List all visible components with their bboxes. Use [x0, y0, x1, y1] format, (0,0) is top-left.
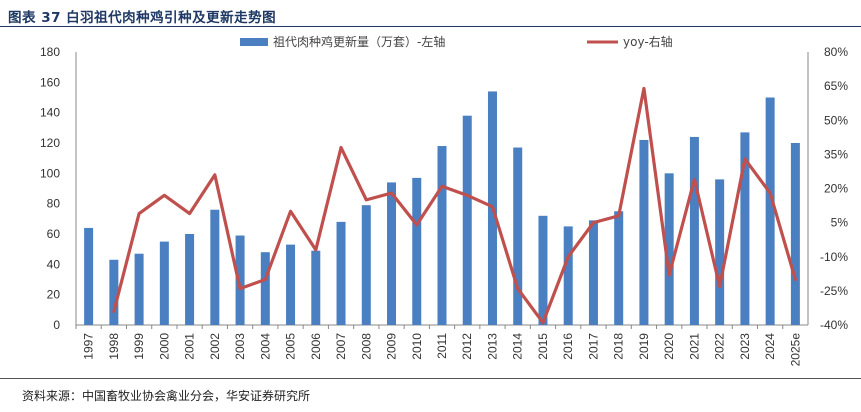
x-axis-tick-label: 2010: [410, 333, 424, 360]
bar-2008: [361, 205, 371, 325]
left-axis-tick-label: 80: [47, 197, 61, 211]
right-axis-tick-label: 5%: [831, 216, 849, 230]
right-axis-tick-label: -10%: [820, 250, 848, 264]
x-axis-tick-label: 2003: [233, 333, 247, 360]
right-axis-tick-label: -25%: [820, 284, 848, 298]
x-axis-tick-label: 2019: [637, 333, 651, 360]
bar-2025e: [790, 143, 800, 325]
bar-2007: [336, 221, 346, 325]
x-axis-tick-label: 2016: [561, 333, 575, 360]
right-axis-tick-label: 80%: [824, 45, 848, 59]
tick-labels: 0 20 40 60 80 100 120 140 160 180 -40% -25% -10% 5% 20…: [40, 45, 848, 366]
bar-2004: [260, 252, 270, 325]
x-axis-tick-label: 2013: [485, 333, 499, 360]
x-axis-tick-label: 1998: [107, 333, 121, 360]
x-axis-tick-label: 2001: [183, 333, 197, 360]
left-axis-tick-label: 40: [47, 257, 61, 271]
x-axis-tick-label: 2002: [208, 333, 222, 360]
legend-bar-swatch: [240, 38, 268, 46]
bar-2012: [462, 115, 472, 325]
x-axis-tick-label: 2007: [334, 333, 348, 360]
x-axis-tick-label: 2004: [258, 333, 272, 360]
legend-line-label: yoy-右轴: [623, 34, 673, 49]
left-axis-tick-label: 160: [40, 75, 60, 89]
x-axis-tick-label: 2021: [687, 333, 701, 360]
left-axis-tick-label: 120: [40, 136, 60, 150]
x-axis-tick-label: 1999: [132, 333, 146, 360]
bar-2002: [210, 209, 220, 325]
bar-2009: [387, 182, 397, 325]
x-axis-tick-label: 2015: [536, 333, 550, 360]
x-axis-tick-label: 2024: [763, 333, 777, 360]
x-axis-tick-label: 2005: [284, 333, 298, 360]
bar-1998: [109, 259, 119, 325]
bar-2011: [437, 146, 447, 325]
left-axis-tick-label: 20: [47, 288, 61, 302]
legend: 祖代肉种鸡更新量（万套）-左轴 yoy-右轴: [240, 34, 673, 49]
bar-2010: [412, 177, 422, 325]
bar-2015: [538, 215, 548, 325]
left-axis-tick-label: 180: [40, 45, 60, 59]
bar-2001: [185, 234, 195, 325]
x-axis-tick-label: 2000: [157, 333, 171, 360]
right-axis-tick-label: 35%: [824, 147, 848, 161]
line-series: [112, 86, 797, 325]
bar-2014: [513, 147, 523, 325]
bar-2006: [311, 250, 321, 325]
right-axis-tick-label: -40%: [820, 318, 848, 332]
bar-2016: [563, 226, 573, 325]
bar-2003: [235, 235, 245, 325]
x-axis-tick-label: 2023: [738, 333, 752, 360]
bar-2018: [614, 211, 624, 325]
bar-2017: [588, 220, 598, 325]
x-axis-tick-label: 2025e: [788, 333, 802, 367]
x-axis-tick-label: 2012: [460, 333, 474, 360]
x-axis-tick-label: 2011: [435, 333, 449, 359]
x-axis-tick-label: 2006: [309, 333, 323, 360]
right-axis-tick-label: 20%: [824, 182, 848, 196]
footer-divider: [0, 378, 861, 379]
source-note: 资料来源：中国畜牧业协会禽业分会，华安证券研究所: [22, 389, 311, 403]
bar-2021: [689, 136, 699, 325]
left-axis-tick-label: 140: [40, 106, 60, 120]
left-axis-tick-label: 0: [53, 318, 60, 332]
left-axis-tick-label: 60: [47, 227, 61, 241]
chart-title: 图表 37 白羽祖代肉种鸡引种及更新走势图: [8, 10, 277, 26]
x-axis-tick-label: 2018: [612, 333, 626, 360]
x-axis-tick-label: 1997: [82, 333, 96, 360]
x-axis-tick-label: 2017: [586, 333, 600, 360]
yoy-line: [112, 86, 797, 325]
left-axis-tick-label: 100: [40, 166, 60, 180]
right-axis-tick-label: 65%: [824, 79, 848, 93]
bar-2024: [765, 97, 775, 325]
legend-bar-label: 祖代肉种鸡更新量（万套）-左轴: [273, 34, 445, 49]
combo-chart: 0 20 40 60 80 100 120 140 160 180 -40% -25% -10% 5% 20…: [40, 34, 848, 366]
bar-2000: [159, 241, 169, 325]
x-axis-tick-label: 2009: [385, 333, 399, 360]
x-axis-tick-label: 2014: [511, 333, 525, 360]
x-axis-tick-label: 2008: [359, 333, 373, 360]
bar-1999: [134, 253, 144, 325]
bar-2005: [286, 244, 296, 325]
bar-2023: [740, 132, 750, 325]
bar-1997: [84, 227, 94, 325]
bar-2019: [639, 139, 649, 325]
title-divider: [0, 26, 861, 27]
bar-2022: [715, 179, 725, 325]
right-axis-tick-label: 50%: [824, 113, 848, 127]
bar-2020: [664, 173, 674, 325]
x-axis-tick-label: 2022: [713, 333, 727, 360]
x-axis-tick-label: 2020: [662, 333, 676, 360]
